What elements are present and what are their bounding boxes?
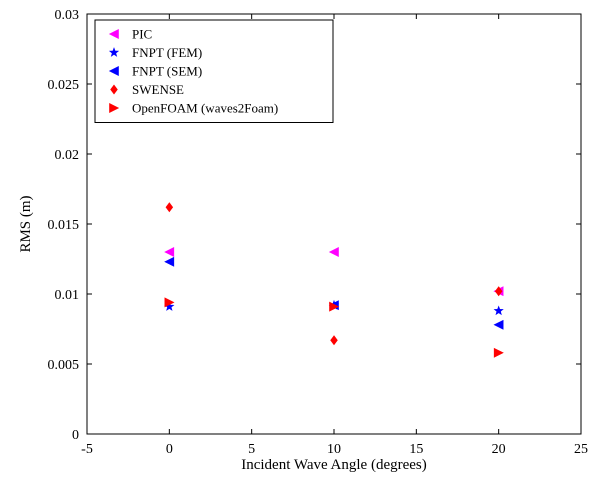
legend-marker — [108, 66, 119, 76]
x-tick-label: 20 — [492, 442, 506, 457]
pic-point — [164, 247, 175, 257]
legend-marker — [108, 47, 120, 57]
legend-entry-label: FNPT (FEM) — [132, 45, 202, 60]
openfoam-waves2foam-point — [493, 347, 504, 358]
legend-entry-label: PIC — [132, 27, 152, 42]
legend-marker — [110, 84, 118, 95]
x-tick-label: 10 — [327, 442, 341, 457]
x-tick-label: 5 — [248, 442, 255, 457]
y-tick-label: 0.01 — [55, 288, 80, 303]
legend-entry-label: OpenFOAM (waves2Foam) — [132, 101, 278, 116]
legend-entry-label: FNPT (SEM) — [132, 64, 202, 79]
y-tick-label: 0.03 — [55, 8, 80, 23]
openfoam-waves2foam-point — [164, 297, 175, 308]
openfoam-waves2foam-point — [329, 301, 340, 312]
legend-marker — [108, 29, 119, 39]
swense-point — [165, 202, 174, 213]
data-markers — [164, 202, 504, 358]
legend: PIC FNPT (FEM) FNPT (SEM) SWENSE OpenFOAM (w… — [94, 19, 334, 123]
x-tick-label: 0 — [166, 442, 173, 457]
x-axis-label: Incident Wave Angle (degrees) — [241, 457, 427, 473]
x-tick-label: 25 — [574, 442, 588, 457]
pic-point — [328, 247, 339, 257]
fnpt-fem-point — [493, 305, 504, 316]
x-tick-label: 15 — [409, 442, 423, 457]
axis-ticks — [86, 13, 582, 435]
y-tick-label: 0.005 — [48, 358, 80, 373]
y-tick-label: 0 — [72, 428, 79, 443]
fnpt-sem-point — [493, 319, 504, 330]
legend-box — [94, 19, 334, 123]
x-tick-label: -5 — [81, 442, 93, 457]
y-tick-label: 0.025 — [48, 78, 80, 93]
swense-point — [494, 286, 503, 297]
y-axis-label: RMS (m) — [18, 195, 34, 252]
swense-point — [330, 335, 338, 346]
legend-marker — [109, 103, 120, 113]
y-tick-label: 0.02 — [55, 148, 80, 163]
legend-entry-label: SWENSE — [132, 82, 184, 97]
y-tick-label: 0.015 — [48, 218, 80, 233]
fnpt-sem-point — [164, 256, 175, 267]
